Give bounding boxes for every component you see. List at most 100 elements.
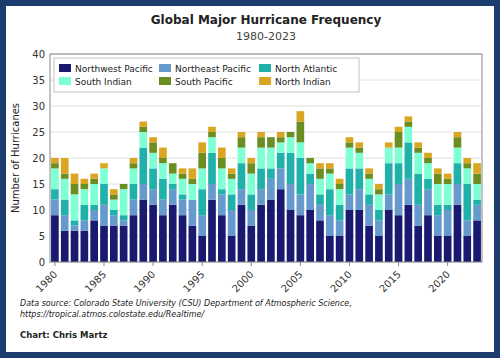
bar-segment: [71, 184, 79, 194]
bar-segment: [405, 179, 413, 205]
bar-segment: [110, 226, 118, 262]
bars: [51, 111, 481, 262]
legend-swatch: [159, 77, 171, 85]
bar-segment: [238, 189, 246, 205]
bar-segment: [208, 184, 216, 200]
bar-segment: [346, 148, 354, 169]
bar-segment: [100, 184, 108, 205]
bar-segment: [81, 220, 89, 230]
bar-segment: [375, 220, 383, 236]
bar-segment: [120, 220, 128, 225]
bar-segment: [395, 127, 403, 132]
bar-segment: [189, 200, 197, 226]
legend-label: Northeast Pacific: [175, 64, 251, 74]
bar-segment: [395, 215, 403, 262]
bar-segment: [218, 215, 226, 262]
bar-segment: [247, 174, 255, 195]
legend-label: Northwest Pacific: [75, 64, 153, 74]
bar-segment: [208, 137, 216, 153]
bar-segment: [444, 210, 452, 236]
bar-segment: [297, 142, 305, 158]
bar-segment: [454, 184, 462, 205]
bar-segment: [365, 168, 373, 173]
bar-segment: [120, 184, 128, 189]
bar-segment: [81, 179, 89, 184]
bar-segment: [61, 200, 69, 216]
bar-segment: [355, 168, 363, 189]
bar-segment: [110, 200, 118, 210]
bar-segment: [247, 226, 255, 262]
bar-segment: [247, 163, 255, 173]
bar-segment: [316, 220, 324, 262]
bar-segment: [395, 148, 403, 164]
panel: [6, 6, 494, 352]
bar-segment: [336, 184, 344, 189]
bar-segment: [189, 168, 197, 178]
bar-segment: [336, 220, 344, 236]
bar-segment: [277, 189, 285, 262]
bar-segment: [179, 168, 187, 173]
x-tick: [447, 262, 448, 266]
bar-segment: [316, 194, 324, 204]
bar-segment: [90, 179, 98, 184]
bar-segment: [81, 184, 89, 189]
bar-segment: [434, 184, 442, 205]
bar-segment: [120, 184, 128, 185]
bar-segment: [326, 215, 334, 236]
bar-segment: [238, 163, 246, 189]
bar-segment: [424, 153, 432, 158]
bar-segment: [110, 194, 118, 199]
bar-segment: [149, 142, 157, 152]
y-tick-label: 30: [32, 101, 45, 112]
bar-segment: [228, 174, 236, 179]
bar-segment: [90, 220, 98, 262]
bar-segment: [110, 210, 118, 215]
bar-segment: [169, 184, 177, 189]
bar-segment: [287, 210, 295, 262]
bar-segment: [130, 215, 138, 262]
bar-segment: [434, 236, 442, 262]
bar-segment: [149, 205, 157, 262]
bar-segment: [218, 148, 226, 158]
bar-segment: [414, 226, 422, 262]
y-tick-label: 10: [32, 205, 45, 216]
x-tick-label: 2015: [377, 269, 403, 295]
bar-segment: [139, 200, 147, 262]
bar-segment: [179, 179, 187, 195]
bar-segment: [424, 215, 432, 262]
bar-segment: [473, 220, 481, 262]
bar-segment: [463, 236, 471, 262]
bar-segment: [139, 148, 147, 184]
bar-segment: [130, 163, 138, 168]
bar-segment: [90, 174, 98, 179]
bar-segment: [473, 163, 481, 173]
plot-frame: [50, 54, 482, 262]
bar-segment: [149, 168, 157, 189]
bar-segment: [159, 163, 167, 179]
bar-segment: [257, 205, 265, 262]
bar-segment: [228, 194, 236, 210]
bar-segment: [100, 163, 108, 168]
bar-segment: [198, 168, 206, 189]
y-tick-label: 35: [32, 75, 45, 86]
bar-segment: [346, 168, 354, 194]
bar-segment: [287, 132, 295, 133]
bar-segment: [139, 122, 147, 127]
bar-segment: [61, 215, 69, 231]
grid-line: [50, 132, 482, 133]
bar-segment: [473, 200, 481, 205]
bar-segment: [267, 137, 275, 147]
x-tick: [104, 262, 105, 266]
bar-segment: [306, 210, 314, 262]
bar-segment: [149, 189, 157, 205]
bar-segment: [81, 231, 89, 262]
bar-segment: [355, 142, 363, 147]
bar-segment: [179, 215, 187, 262]
legend-label: South Pacific: [175, 77, 233, 87]
bar-segment: [208, 132, 216, 137]
chart: Global Major Hurricane Frequency1980-202…: [0, 0, 500, 358]
bar-segment: [100, 168, 108, 184]
bar-segment: [267, 148, 275, 169]
bar-segment: [424, 158, 432, 163]
y-tick-label: 5: [39, 231, 45, 242]
